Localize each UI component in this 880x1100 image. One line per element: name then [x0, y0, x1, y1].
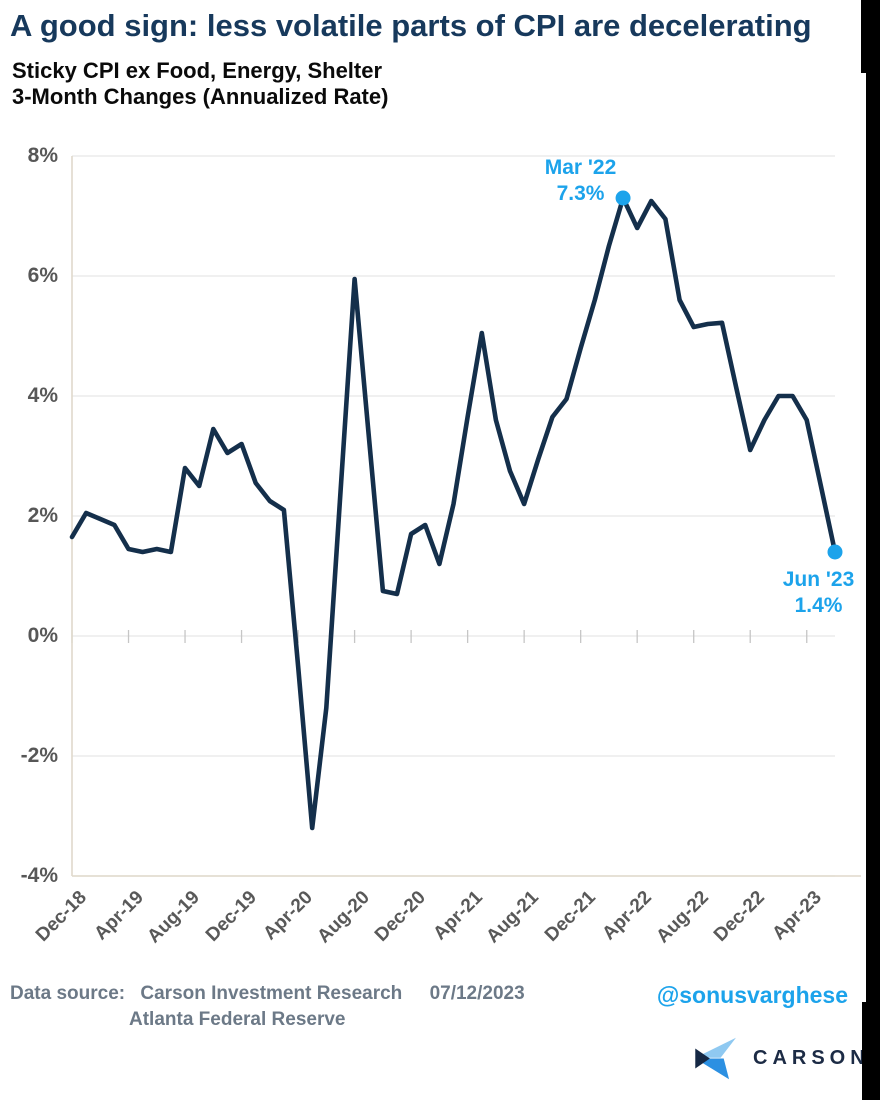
y-axis-label: -4% — [20, 864, 58, 887]
cpi-line — [69, 195, 838, 831]
y-axis-label: -2% — [20, 744, 58, 767]
annotation-jun23-date: Jun '23 — [782, 568, 855, 591]
carson-logo-icon — [695, 1037, 736, 1080]
data-source-value: Carson Investment Research — [140, 983, 403, 1004]
chart-subtitle-line2: 3-Month Changes (Annualized Rate) — [12, 84, 389, 109]
y-axis-label: 4% — [27, 384, 58, 407]
y-axis-label: 8% — [27, 144, 58, 167]
annotation-jun23: Jun '23 1.4% — [756, 567, 880, 619]
highlight-dot — [827, 544, 843, 560]
data-source-value-2: Atlanta Federal Reserve — [129, 1009, 346, 1030]
chart-subtitle-line1: Sticky CPI ex Food, Energy, Shelter — [12, 58, 383, 83]
screen-edge-bar-top — [861, 0, 880, 73]
annotation-mar22-date: Mar '22 — [544, 156, 617, 179]
y-axis-label: 6% — [27, 264, 58, 287]
chart-date: 07/12/2023 — [429, 983, 525, 1004]
highlight-dot — [615, 190, 631, 206]
annotation-mar22: Mar '22 7.3% — [518, 155, 643, 207]
y-axis-label: 0% — [27, 624, 58, 647]
page-title: A good sign: less volatile parts of CPI … — [10, 8, 812, 43]
data-source-line: Data source: Carson Investment Research … — [10, 983, 525, 1005]
screen-edge-bar-bottom — [862, 1002, 880, 1100]
annotation-mar22-value: 7.3% — [556, 182, 605, 205]
data-source-label: Data source: — [10, 983, 126, 1004]
annotation-jun23-value: 1.4% — [794, 594, 843, 617]
twitter-handle: @sonusvarghese — [656, 982, 848, 1008]
y-axis-label: 2% — [27, 504, 58, 527]
carson-logo: CARSON — [694, 1037, 870, 1080]
chart-subtitle: Sticky CPI ex Food, Energy, Shelter 3-Mo… — [12, 58, 388, 110]
screen-edge-bar — [866, 0, 880, 1100]
carson-logo-text: CARSON — [753, 1047, 870, 1069]
